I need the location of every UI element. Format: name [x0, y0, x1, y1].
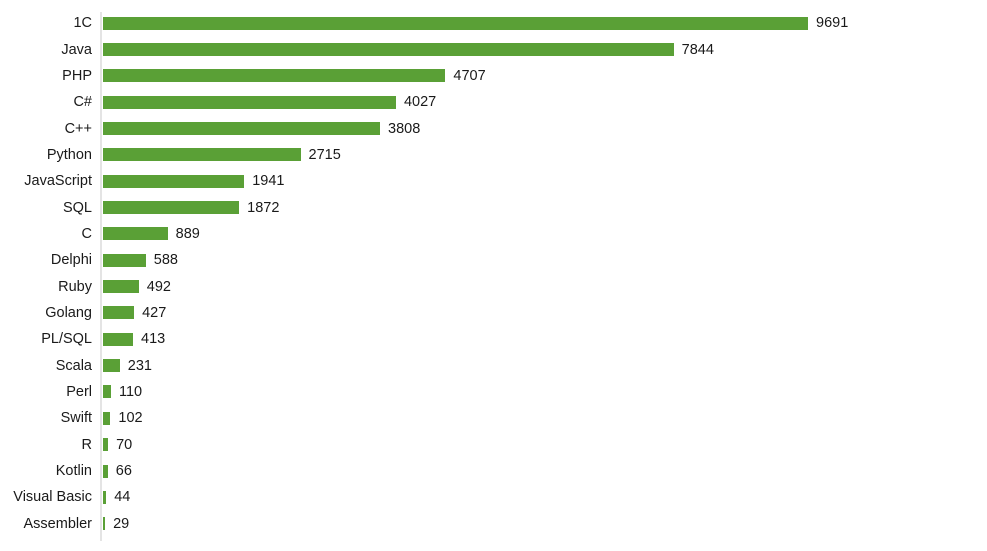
bar [103, 227, 168, 241]
value-label: 29 [113, 515, 130, 532]
bar-row: C# 4027 [0, 89, 987, 115]
category-label: PL/SQL [41, 331, 92, 348]
bar-row: 1C 9691 [0, 10, 987, 36]
category-label: Delphi [50, 252, 92, 269]
value-label: 9691 [816, 15, 849, 32]
bar [103, 253, 146, 267]
bar-row: Ruby 492 [0, 273, 987, 299]
bar [103, 43, 674, 57]
bar-row: PL/SQL 413 [0, 326, 987, 352]
bar-row: JavaScript 1941 [0, 168, 987, 194]
bar [103, 280, 139, 294]
value-label: 4027 [403, 94, 437, 111]
chart-rows: 1C 9691 Java 7844 PHP 4707 C# 4027 C++ 3… [0, 10, 987, 537]
bar-row: Python 2715 [0, 142, 987, 168]
value-label: 4707 [453, 67, 486, 84]
value-label: 588 [153, 252, 178, 269]
bar-row: Kotlin 66 [0, 458, 987, 484]
category-label: Ruby [58, 278, 92, 295]
category-label: Visual Basic [13, 489, 92, 506]
bar-row: Visual Basic 44 [0, 484, 987, 510]
bar-row: Scala 231 [0, 352, 987, 378]
category-label: Python [46, 146, 92, 163]
value-label: 7844 [681, 41, 714, 58]
value-label: 44 [114, 489, 131, 506]
value-label: 1941 [252, 173, 285, 190]
category-label: C# [73, 94, 92, 111]
value-label: 102 [118, 410, 143, 427]
bar-row: Delphi 588 [0, 247, 987, 273]
category-label: JavaScript [24, 173, 92, 190]
bar [103, 332, 134, 346]
bar-row: C++ 3808 [0, 115, 987, 141]
bar [103, 174, 245, 188]
bar-row: R 70 [0, 432, 987, 458]
bar [103, 464, 108, 478]
category-label: Kotlin [55, 463, 92, 480]
bar [103, 517, 106, 531]
bar-row: Perl 110 [0, 379, 987, 405]
value-label: 3808 [388, 120, 421, 137]
value-label: 66 [115, 463, 132, 480]
bar-row: Assembler 29 [0, 511, 987, 537]
bar [103, 122, 381, 136]
bar [103, 385, 111, 399]
bar [103, 411, 111, 425]
bar-row: C 889 [0, 221, 987, 247]
bar [103, 148, 301, 162]
category-label: C [81, 225, 92, 242]
value-label: 413 [141, 331, 166, 348]
bar-row: Swift 102 [0, 405, 987, 431]
category-label: Perl [66, 383, 92, 400]
category-label: Golang [45, 304, 92, 321]
value-label: 110 [119, 383, 143, 400]
value-label: 231 [127, 357, 152, 374]
category-label: PHP [62, 67, 92, 84]
value-label: 70 [116, 436, 133, 453]
bar [103, 306, 135, 320]
category-label: Assembler [23, 515, 93, 532]
bar [103, 438, 109, 452]
bar [103, 359, 120, 373]
category-label: Scala [55, 357, 92, 374]
bar [103, 201, 240, 215]
value-label: 2715 [308, 146, 341, 163]
bar-row: Java 7844 [0, 36, 987, 62]
category-label: Swift [60, 410, 92, 427]
category-label: R [81, 436, 92, 453]
value-label: 1872 [247, 199, 280, 216]
category-label: C++ [64, 120, 92, 137]
bar [103, 69, 446, 83]
category-label: Java [61, 41, 92, 58]
category-label: 1C [73, 15, 92, 32]
bar-row: Golang 427 [0, 300, 987, 326]
bar [103, 95, 396, 109]
bar [103, 490, 107, 504]
bar [103, 16, 808, 30]
value-label: 427 [142, 304, 167, 321]
y-axis-line [100, 12, 102, 541]
value-label: 492 [146, 278, 171, 295]
value-label: 889 [175, 225, 200, 242]
bar-row: SQL 1872 [0, 194, 987, 220]
bar-row: PHP 4707 [0, 63, 987, 89]
category-label: SQL [62, 199, 92, 216]
